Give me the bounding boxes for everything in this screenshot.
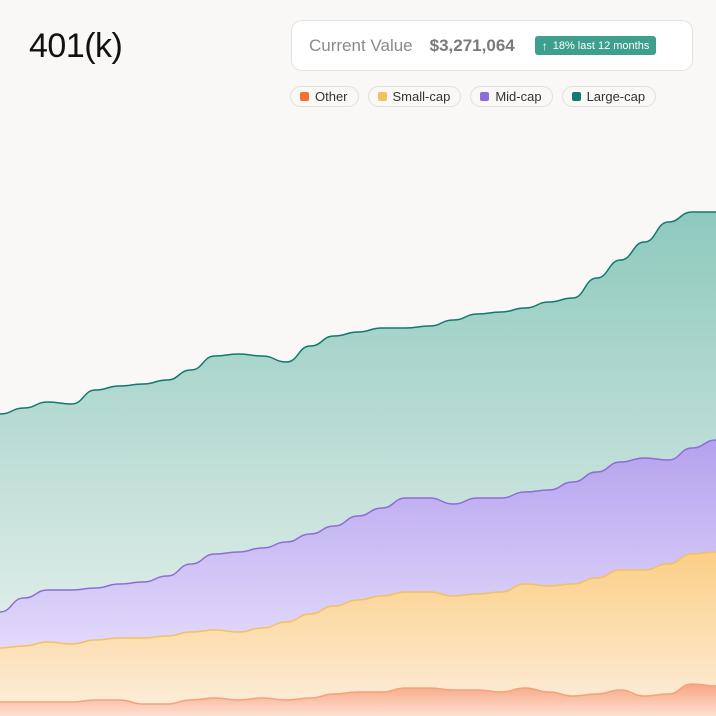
current-value-card: Current Value $3,271,064 ↑ 18% last 12 m… [291,20,693,71]
legend-item-mid-cap[interactable]: Mid-cap [470,86,553,107]
legend-swatch-other [300,92,309,101]
legend-label-large-cap: Large-cap [586,89,646,104]
line-large-cap [0,211,716,415]
legend-label-other: Other [315,89,348,104]
line-mid-cap [0,439,716,613]
legend-item-large-cap[interactable]: Large-cap [561,86,657,107]
legend-swatch-small-cap [377,92,387,101]
area-other [0,684,716,716]
legend-label-mid-cap: Mid-cap [495,89,542,104]
legend-item-small-cap[interactable]: Small-cap [367,86,462,107]
chart-legend: Other Small-cap Mid-cap Large-cap [290,86,657,107]
legend-label-small-cap: Small-cap [392,89,451,104]
current-value-amount: $3,271,064 [429,35,515,55]
page-title: 401(k) [29,27,123,65]
current-value-label: Current Value [309,35,413,55]
legend-swatch-mid-cap [480,92,490,101]
legend-item-other[interactable]: Other [290,86,359,107]
area-small-cap [0,552,716,716]
change-badge: ↑ 18% last 12 months [534,36,657,55]
legend-swatch-large-cap [571,92,581,101]
arrow-up-icon: ↑ [541,38,548,53]
change-text: 18% last 12 months [552,39,650,52]
line-other [0,683,716,705]
line-small-cap [0,551,716,649]
